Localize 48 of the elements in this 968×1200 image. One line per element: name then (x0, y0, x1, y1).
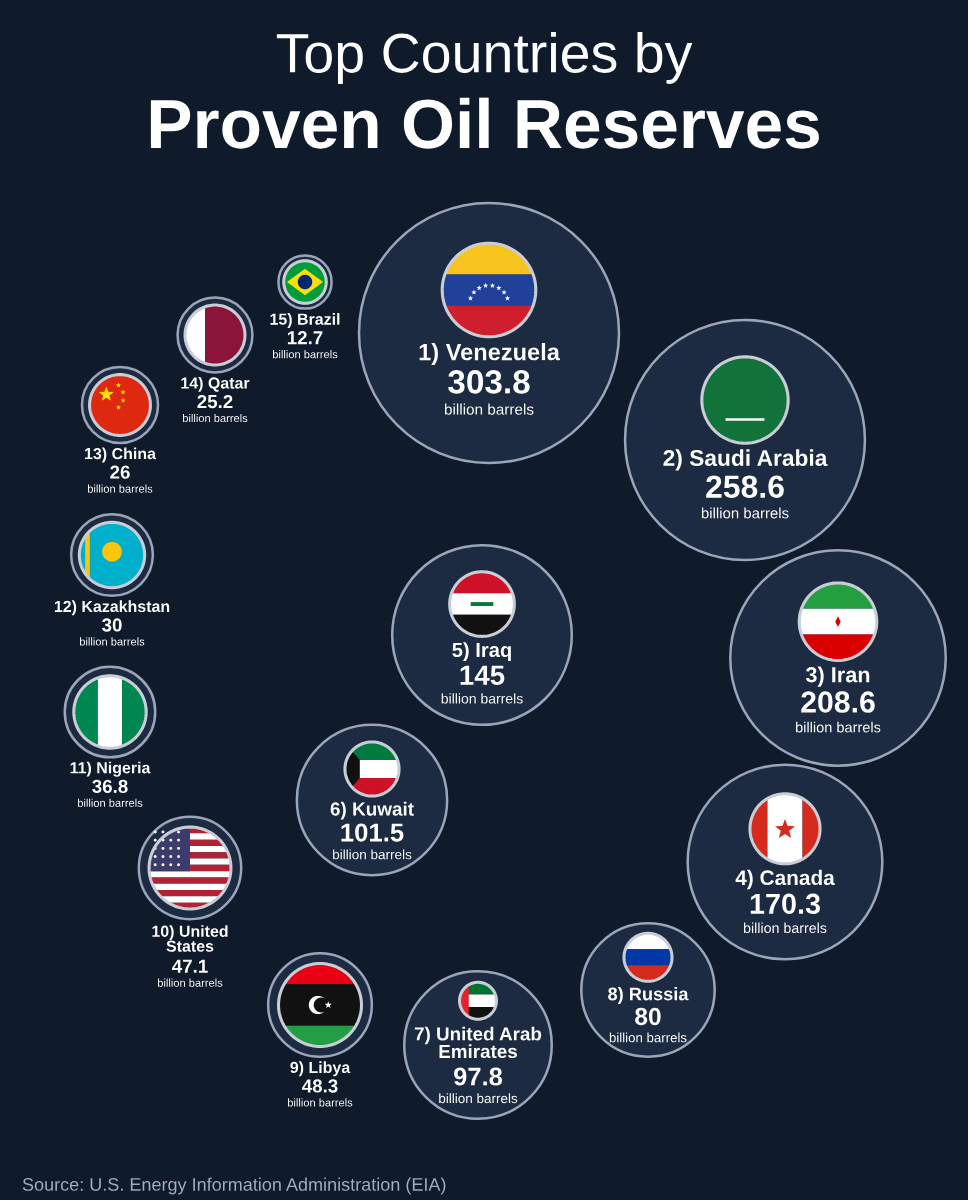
data-label: 145 (460, 665, 505, 686)
category-label: 5) Iraq (452, 642, 511, 662)
category-label: 9) Libya (290, 1061, 351, 1077)
data-label: 303.8 (448, 370, 530, 394)
data-label: 80 (635, 1007, 661, 1026)
category-label: 3) Iran (805, 666, 870, 687)
text: billion barrels (439, 1093, 518, 1104)
data-label: 48.3 (302, 1079, 338, 1093)
data-label: 36.8 (92, 779, 128, 794)
text: billion barrels (796, 721, 881, 733)
category-label: 2) Saudi Arabia (663, 449, 828, 471)
text: billion barrels (157, 978, 223, 987)
text: billion barrels (444, 403, 534, 415)
data-label: 12.7 (287, 331, 323, 345)
category-label: 11) Nigeria (70, 761, 151, 777)
data-label: 208.6 (801, 691, 875, 713)
data-label: 26 (110, 465, 130, 479)
text: billion barrels (79, 637, 145, 646)
data-label: 258.6 (706, 475, 784, 499)
text: Top Countries by (276, 32, 693, 84)
category-label: 13) China (85, 447, 157, 463)
category-label: 15) Brazil (270, 313, 340, 328)
category-label: 10) United States (152, 925, 228, 952)
text: Proven Oil Reserves (150, 97, 819, 149)
category-label: 12) Kazakhstan (54, 600, 170, 616)
text: billion barrels (272, 350, 338, 359)
category-label: 8) Russia (608, 987, 689, 1004)
data-label: 101.5 (341, 823, 404, 842)
category-label: 7) United Arab Emirates (414, 1026, 542, 1059)
data-label: 97.8 (454, 1067, 503, 1086)
text: billion barrels (333, 849, 412, 860)
data-label: 30 (102, 618, 122, 632)
text: billion barrels (287, 1098, 353, 1107)
data-label: 25.2 (197, 394, 233, 409)
source-note: Source: U.S. Energy Information Administration (EIA) (22, 1177, 446, 1195)
text: billion barrels (701, 507, 789, 519)
category-label: 1) Venezuela (419, 343, 561, 366)
data-label: 47.1 (172, 959, 208, 973)
data-label: 170.3 (750, 893, 820, 915)
category-label: 14) Qatar (181, 376, 250, 392)
text: billion barrels (77, 798, 143, 807)
category-label: 4) Canada (735, 869, 835, 890)
category-label: 6) Kuwait (330, 801, 414, 820)
text: billion barrels (441, 693, 523, 704)
text: billion barrels (744, 922, 827, 934)
text: billion barrels (609, 1032, 687, 1043)
text: billion barrels (182, 413, 248, 423)
text: billion barrels (87, 484, 153, 493)
